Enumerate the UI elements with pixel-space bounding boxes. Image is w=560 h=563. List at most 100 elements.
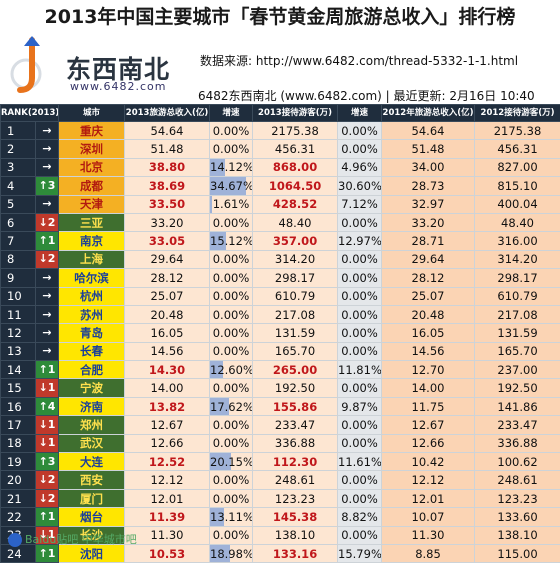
visitors-2013-cell: 217.08: [253, 305, 338, 323]
growth-text: 18.98%: [210, 547, 253, 561]
visitors-2012-cell: 237.00: [475, 361, 560, 379]
visitors-2012-cell: 314.20: [475, 250, 560, 268]
table-header-row: RANK(2013) 城市 2013旅游总收入(亿) 增速 2013接待游客(万…: [1, 105, 560, 122]
visitors-2012-cell: 141.86: [475, 397, 560, 415]
visitors-2013-cell: 233.47: [253, 416, 338, 434]
visitors-growth-cell: 0.00%: [338, 305, 382, 323]
visitors-2013-cell: 165.70: [253, 342, 338, 360]
visitors-growth-cell: 0.00%: [338, 471, 382, 489]
rank-change-cell: →: [36, 269, 59, 287]
baidu-paw-icon: [8, 533, 22, 547]
visitors-2013-cell: 248.61: [253, 471, 338, 489]
visitors-2012-cell: 336.88: [475, 434, 560, 452]
rev-2012-cell: 33.20: [382, 213, 475, 231]
city-cell: 大连: [59, 453, 125, 471]
rev-growth-cell: 0.00%: [210, 434, 253, 452]
visitors-growth-cell: 0.00%: [338, 250, 382, 268]
visitors-2013-cell: 610.79: [253, 287, 338, 305]
visitors-2012-cell: 133.60: [475, 508, 560, 526]
page-header: 2013年中国主要城市「春节黄金周旅游总收入」排行榜 东西南北 www.6482…: [0, 0, 560, 104]
city-cell: 深圳: [59, 140, 125, 158]
visitors-growth-cell: 11.81%: [338, 361, 382, 379]
rank-change-cell: ↑1: [36, 544, 59, 562]
rank-cell: 20: [1, 471, 36, 489]
visitors-2012-cell: 456.31: [475, 140, 560, 158]
visitors-2013-cell: 428.52: [253, 195, 338, 213]
visitors-growth-cell: 0.00%: [338, 269, 382, 287]
city-cell: 西安: [59, 471, 125, 489]
rev-2012-cell: 12.01: [382, 489, 475, 507]
rev-growth-cell: 12.60%: [210, 361, 253, 379]
rev-2012-cell: 28.71: [382, 232, 475, 250]
rev-growth-cell: 0.00%: [210, 489, 253, 507]
data-source[interactable]: 数据来源: http://www.6482.com/thread-5332-1-…: [200, 52, 518, 69]
rank-cell: 6: [1, 213, 36, 231]
rev-growth-cell: 18.98%: [210, 544, 253, 562]
city-cell: 长春: [59, 342, 125, 360]
rank-change-cell: ↓2: [36, 213, 59, 231]
visitors-growth-cell: 0.00%: [338, 379, 382, 397]
visitors-2012-cell: 123.23: [475, 489, 560, 507]
rank-cell: 3: [1, 158, 36, 176]
rank-cell: 21: [1, 489, 36, 507]
city-cell: 烟台: [59, 508, 125, 526]
city-cell: 郑州: [59, 416, 125, 434]
rev-2013-cell: 25.07: [125, 287, 210, 305]
visitors-growth-cell: 0.00%: [338, 526, 382, 544]
rank-cell: 19: [1, 453, 36, 471]
visitors-2012-cell: 217.08: [475, 305, 560, 323]
visitors-2013-cell: 133.16: [253, 544, 338, 562]
rev-growth-cell: 13.11%: [210, 508, 253, 526]
rev-2012-cell: 14.00: [382, 379, 475, 397]
visitors-growth-cell: 12.97%: [338, 232, 382, 250]
rev-2013-cell: 16.05: [125, 324, 210, 342]
rev-2012-cell: 12.12: [382, 471, 475, 489]
growth-text: 14.12%: [210, 160, 253, 174]
rev-growth-cell: 17.62%: [210, 397, 253, 415]
rev-2013-cell: 38.80: [125, 158, 210, 176]
rank-cell: 16: [1, 397, 36, 415]
city-cell: 合肥: [59, 361, 125, 379]
visitors-growth-cell: 0.00%: [338, 213, 382, 231]
rev-growth-cell: 0.00%: [210, 269, 253, 287]
visitors-2012-cell: 815.10: [475, 177, 560, 195]
rev-growth-cell: 0.00%: [210, 324, 253, 342]
rank-change-cell: ↑3: [36, 453, 59, 471]
visitors-2012-cell: 100.62: [475, 453, 560, 471]
rank-cell: 2: [1, 140, 36, 158]
city-cell: 哈尔滨: [59, 269, 125, 287]
rank-cell: 5: [1, 195, 36, 213]
visitors-2013-cell: 138.10: [253, 526, 338, 544]
rank-change-cell: →: [36, 287, 59, 305]
visitors-growth-cell: 0.00%: [338, 140, 382, 158]
visitors-growth-cell: 7.12%: [338, 195, 382, 213]
rank-cell: 24: [1, 544, 36, 562]
rev-growth-cell: 0.00%: [210, 342, 253, 360]
rev-growth-cell: 0.00%: [210, 213, 253, 231]
rev-growth-cell: 0.00%: [210, 140, 253, 158]
visitors-2012-cell: 316.00: [475, 232, 560, 250]
col-rev-growth-header: 增速: [210, 105, 253, 122]
city-cell: 三亚: [59, 213, 125, 231]
rev-2012-cell: 28.12: [382, 269, 475, 287]
rev-2012-cell: 10.42: [382, 453, 475, 471]
visitors-2013-cell: 336.88: [253, 434, 338, 452]
rev-2013-cell: 12.52: [125, 453, 210, 471]
rank-cell: 14: [1, 361, 36, 379]
city-cell: 厦门: [59, 489, 125, 507]
visitors-growth-cell: 0.00%: [338, 122, 382, 140]
visitors-growth-cell: 0.00%: [338, 324, 382, 342]
city-cell: 济南: [59, 397, 125, 415]
rev-2012-cell: 11.75: [382, 397, 475, 415]
rev-2012-cell: 28.73: [382, 177, 475, 195]
visitors-growth-cell: 15.79%: [338, 544, 382, 562]
visitors-2012-cell: 138.10: [475, 526, 560, 544]
visitors-2013-cell: 155.86: [253, 397, 338, 415]
